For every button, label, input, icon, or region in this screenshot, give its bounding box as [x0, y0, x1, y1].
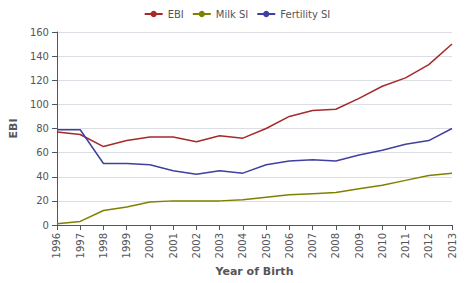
svg-text:120: 120 — [30, 75, 49, 86]
svg-text:1999: 1999 — [121, 233, 132, 258]
svg-text:2011: 2011 — [400, 233, 411, 258]
svg-text:2009: 2009 — [354, 233, 365, 258]
svg-text:100: 100 — [30, 99, 49, 110]
svg-text:2010: 2010 — [377, 233, 388, 258]
svg-text:2008: 2008 — [330, 233, 341, 258]
svg-text:2013: 2013 — [447, 233, 458, 258]
svg-text:2004: 2004 — [237, 233, 248, 258]
svg-text:Year of Birth: Year of Birth — [215, 265, 294, 278]
svg-text:EBI: EBI — [168, 9, 184, 20]
svg-text:2003: 2003 — [214, 233, 225, 258]
svg-text:Fertility SI: Fertility SI — [280, 9, 330, 20]
svg-text:2000: 2000 — [144, 233, 155, 258]
svg-text:2001: 2001 — [168, 233, 179, 258]
svg-text:1998: 1998 — [98, 233, 109, 258]
svg-text:20: 20 — [36, 195, 49, 206]
svg-text:140: 140 — [30, 51, 49, 62]
svg-text:1996: 1996 — [51, 233, 62, 258]
svg-text:Milk SI: Milk SI — [216, 9, 248, 20]
svg-text:60: 60 — [36, 147, 49, 158]
svg-text:2007: 2007 — [307, 233, 318, 258]
svg-text:2006: 2006 — [284, 233, 295, 258]
svg-text:80: 80 — [36, 123, 49, 134]
svg-text:EBI: EBI — [7, 119, 20, 139]
svg-text:40: 40 — [36, 171, 49, 182]
svg-text:160: 160 — [30, 27, 49, 38]
svg-text:2012: 2012 — [423, 233, 434, 258]
svg-text:2002: 2002 — [191, 233, 202, 258]
svg-text:0: 0 — [43, 220, 49, 231]
svg-text:2005: 2005 — [261, 233, 272, 258]
svg-text:1997: 1997 — [75, 233, 86, 258]
